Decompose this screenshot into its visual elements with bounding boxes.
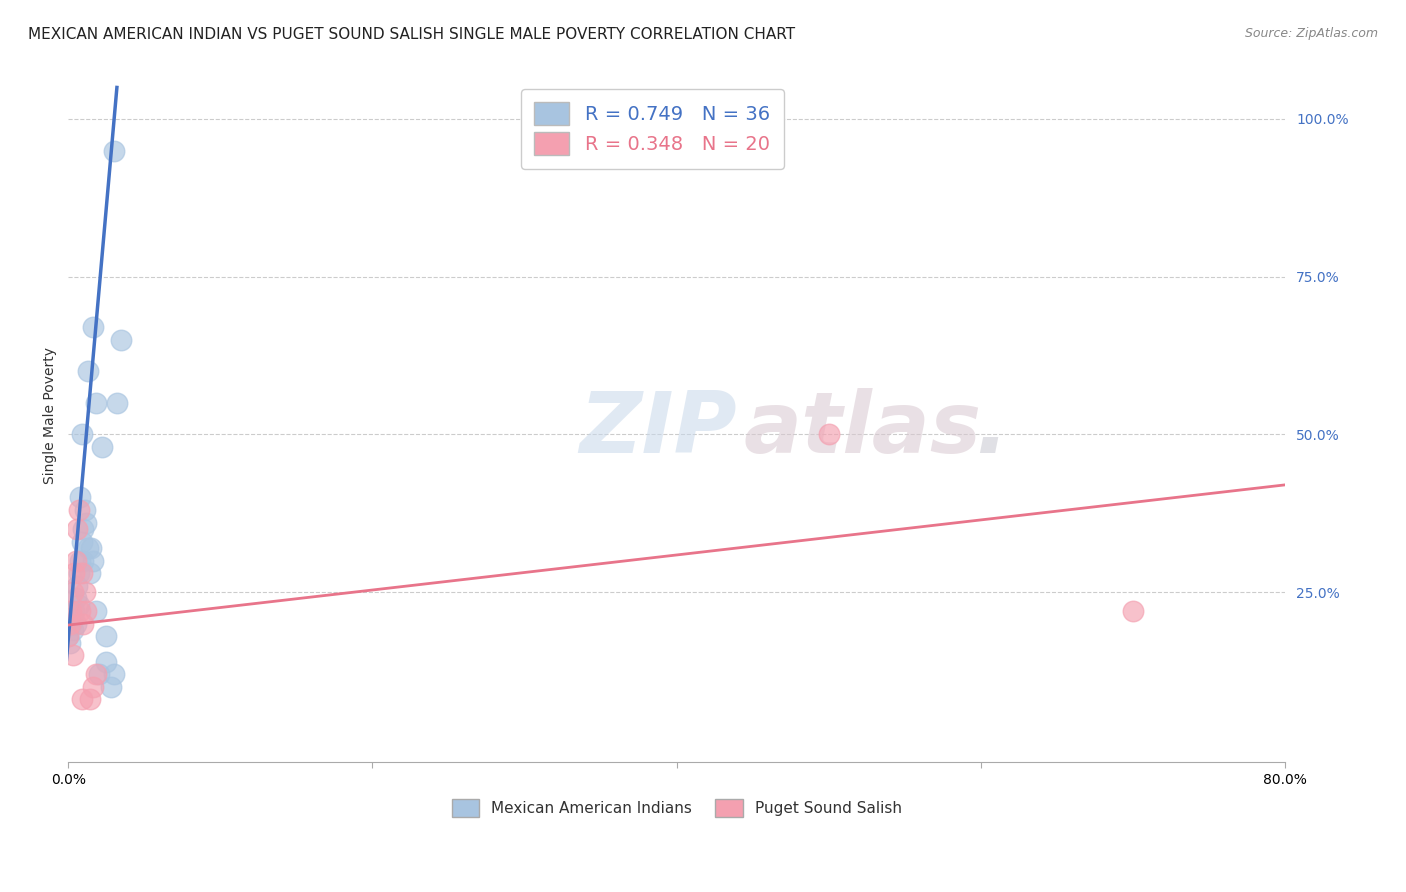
Point [817,427,839,442]
Point [58,629,80,643]
Point [90,440,112,454]
Point [70,534,93,549]
Point [62,610,84,624]
Point [60,616,83,631]
Point [96,629,118,643]
Point [105,396,128,410]
Point [65,591,87,606]
Text: Source: ZipAtlas.com: Source: ZipAtlas.com [1244,27,1378,40]
Text: ZIP: ZIP [579,388,737,471]
Text: MEXICAN AMERICAN INDIAN VS PUGET SOUND SALISH SINGLE MALE POVERTY CORRELATION CH: MEXICAN AMERICAN INDIAN VS PUGET SOUND S… [28,27,796,42]
Point [72,522,94,536]
Point [70,427,93,442]
Point [79,566,101,581]
Point [76,516,98,530]
Point [96,655,118,669]
Text: .: . [974,388,1008,471]
Point [62,585,84,599]
Point [62,648,84,663]
Point [77,364,100,378]
Point [82,553,104,567]
Point [63,566,86,581]
Point [70,566,93,581]
Point [77,541,100,555]
Point [103,144,125,158]
Point [70,692,93,706]
Point [60,604,83,618]
Point [63,604,86,618]
Point [82,320,104,334]
Point [65,616,87,631]
Point [69,553,91,567]
Point [1122,604,1144,618]
Point [100,680,122,694]
Y-axis label: Single Male Poverty: Single Male Poverty [44,347,58,484]
Point [67,598,90,612]
Point [59,635,82,649]
Point [69,604,91,618]
Point [84,667,107,681]
Point [67,566,90,581]
Point [79,692,101,706]
Point [73,585,96,599]
Point [72,616,94,631]
Point [84,604,107,618]
Point [69,491,91,505]
Point [103,667,125,681]
Legend: Mexican American Indians, Puget Sound Salish: Mexican American Indians, Puget Sound Sa… [444,791,910,824]
Point [66,579,89,593]
Point [58,629,80,643]
Point [59,616,82,631]
Point [66,522,89,536]
Point [76,604,98,618]
Point [87,667,110,681]
Point [65,553,87,567]
Text: atlas: atlas [744,388,981,471]
Point [62,623,84,637]
Point [110,333,132,347]
Point [84,396,107,410]
Point [67,503,90,517]
Point [80,541,103,555]
Point [73,503,96,517]
Point [72,553,94,567]
Point [82,680,104,694]
